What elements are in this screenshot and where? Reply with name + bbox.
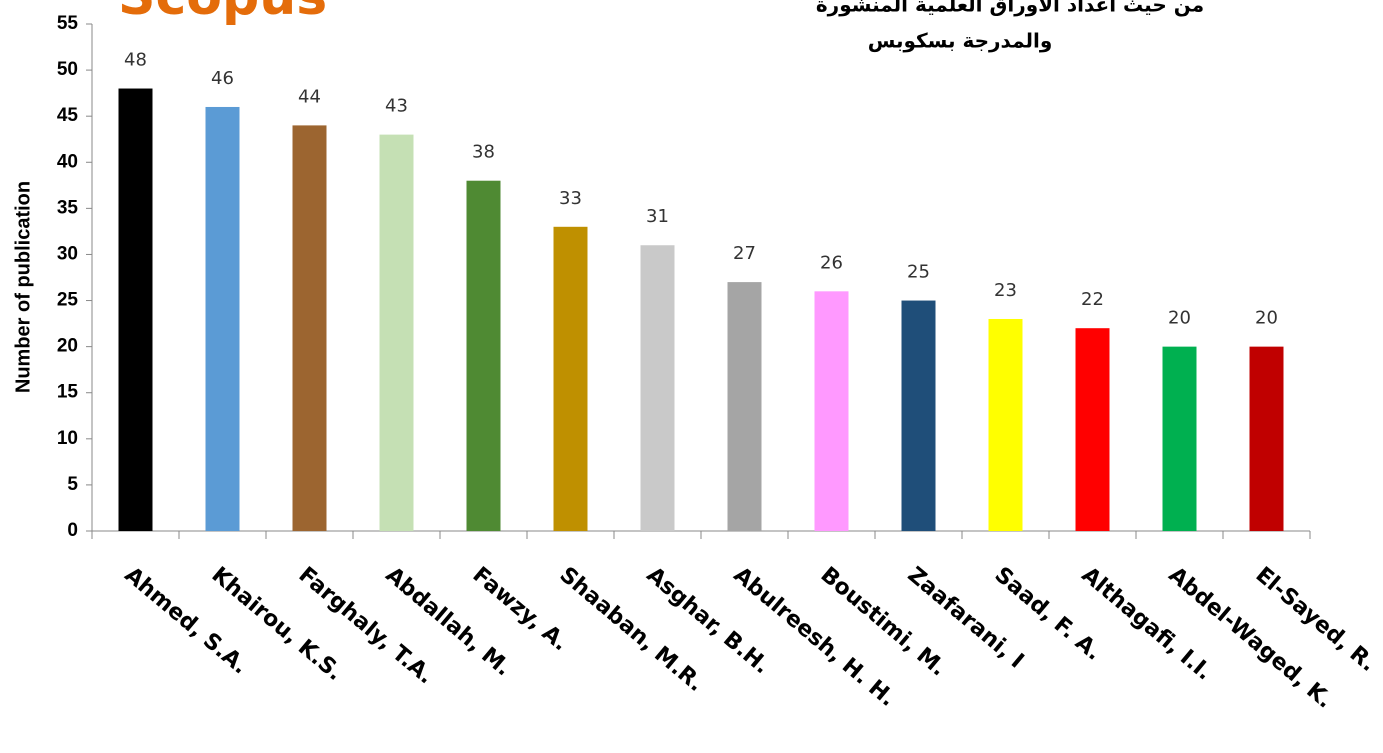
value-label: 43 <box>385 96 408 117</box>
bar <box>640 245 675 531</box>
value-label: 20 <box>1168 308 1191 329</box>
bar <box>466 180 501 531</box>
bar <box>727 282 762 531</box>
y-tick-label: 20 <box>57 336 78 357</box>
value-label: 23 <box>994 280 1017 301</box>
bar <box>814 291 849 531</box>
y-tick-label: 55 <box>57 13 79 34</box>
value-label: 33 <box>559 188 582 209</box>
value-label: 26 <box>820 252 843 273</box>
bar <box>379 134 414 532</box>
y-tick-label: 45 <box>57 105 79 126</box>
chart-title: Scopus <box>118 0 327 27</box>
y-tick-label: 25 <box>57 290 79 311</box>
value-label: 20 <box>1255 308 1278 329</box>
x-tick-label: Abulreesh, H. H. <box>729 562 900 711</box>
value-label: 46 <box>211 68 234 89</box>
value-label: 48 <box>124 50 147 71</box>
value-label: 44 <box>298 86 321 107</box>
value-label: 38 <box>472 142 495 163</box>
bar <box>553 226 588 532</box>
value-label: 25 <box>907 262 930 283</box>
y-tick-label: 50 <box>57 59 78 80</box>
bar <box>118 88 153 531</box>
bar <box>1075 328 1110 531</box>
bar <box>205 106 240 532</box>
x-tick-label: Shaaban, M.R. <box>555 562 709 696</box>
bar <box>988 318 1023 531</box>
y-tick-label: 30 <box>57 243 78 264</box>
y-tick-label: 0 <box>67 520 78 541</box>
value-label: 22 <box>1081 289 1104 310</box>
y-tick-label: 15 <box>57 382 79 403</box>
subtitle: من حيث اعداد الاوراق العلمية المنشورة <box>816 0 1204 17</box>
value-label: 31 <box>646 206 669 227</box>
value-label: 27 <box>733 243 756 264</box>
bar <box>292 125 327 532</box>
x-tick-label: Abdel-Waged, K. <box>1164 562 1337 713</box>
bar <box>1249 346 1284 531</box>
y-tick-label: 10 <box>57 428 78 449</box>
y-tick-label: 5 <box>67 474 78 495</box>
subtitle: والمدرجة بسكوبس <box>868 29 1053 53</box>
y-tick-label: 40 <box>57 151 78 172</box>
y-tick-label: 35 <box>57 197 79 218</box>
y-axis-label: Number of publication <box>12 181 34 393</box>
bar <box>1162 346 1197 531</box>
bar <box>901 300 936 531</box>
